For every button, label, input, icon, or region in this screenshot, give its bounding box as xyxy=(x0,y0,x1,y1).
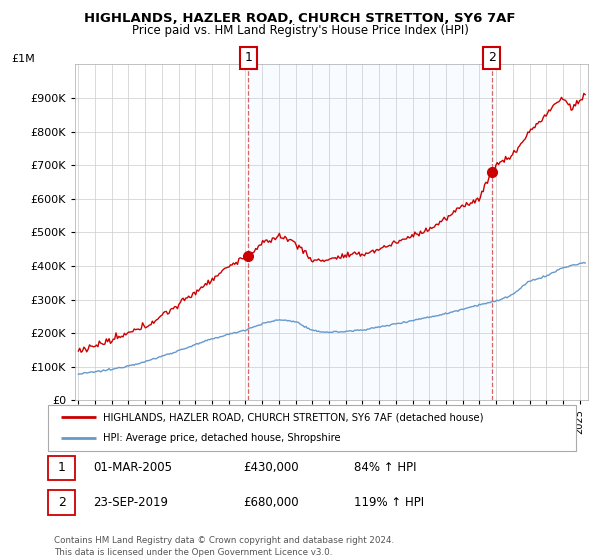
Text: 119% ↑ HPI: 119% ↑ HPI xyxy=(354,496,424,509)
Text: 1: 1 xyxy=(244,52,252,64)
Text: 2: 2 xyxy=(58,496,65,509)
Text: 1: 1 xyxy=(58,461,65,474)
Text: Price paid vs. HM Land Registry's House Price Index (HPI): Price paid vs. HM Land Registry's House … xyxy=(131,24,469,37)
Text: £430,000: £430,000 xyxy=(244,461,299,474)
Text: 01-MAR-2005: 01-MAR-2005 xyxy=(93,461,172,474)
Text: 84% ↑ HPI: 84% ↑ HPI xyxy=(354,461,417,474)
Text: 23-SEP-2019: 23-SEP-2019 xyxy=(93,496,168,509)
FancyBboxPatch shape xyxy=(48,405,576,451)
FancyBboxPatch shape xyxy=(48,455,76,480)
Bar xyxy=(248,64,491,400)
FancyBboxPatch shape xyxy=(48,491,76,515)
Text: HPI: Average price, detached house, Shropshire: HPI: Average price, detached house, Shro… xyxy=(103,433,341,444)
Text: Contains HM Land Registry data © Crown copyright and database right 2024.
This d: Contains HM Land Registry data © Crown c… xyxy=(54,536,394,557)
Text: £680,000: £680,000 xyxy=(244,496,299,509)
Text: HIGHLANDS, HAZLER ROAD, CHURCH STRETTON, SY6 7AF: HIGHLANDS, HAZLER ROAD, CHURCH STRETTON,… xyxy=(84,12,516,25)
Text: HIGHLANDS, HAZLER ROAD, CHURCH STRETTON, SY6 7AF (detached house): HIGHLANDS, HAZLER ROAD, CHURCH STRETTON,… xyxy=(103,412,484,422)
Text: 2: 2 xyxy=(488,52,496,64)
Text: £1M: £1M xyxy=(11,54,35,64)
